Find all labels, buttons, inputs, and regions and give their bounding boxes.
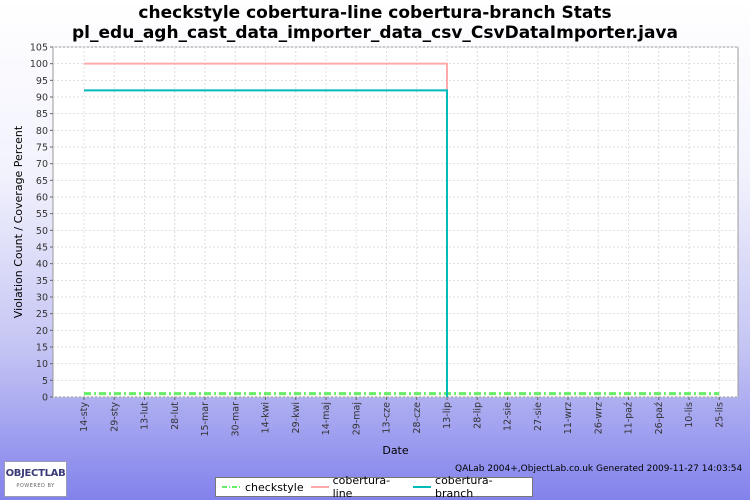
objectlab-logo: OBJECTLAB POWERED BY — [4, 461, 67, 497]
x-tick-label: 14-sty — [79, 402, 90, 432]
logo-tagline: POWERED BY — [16, 483, 55, 489]
x-tick-label: 11-wrz — [563, 402, 574, 434]
legend-item-cobertura-line: cobertura-line — [310, 474, 406, 500]
y-tick-label: 80 — [36, 126, 48, 137]
y-tick-label: 90 — [36, 93, 48, 104]
legend-label-cobertura-line: cobertura-line — [332, 474, 391, 500]
generated-footer: QALab 2004+,ObjectLab.co.uk Generated 20… — [455, 464, 743, 474]
chart-subtitle: pl_edu_agh_cast_data_importer_data_csv_C… — [72, 23, 678, 43]
y-tick-label: 45 — [36, 243, 48, 254]
chart-legend: checkstyle cobertura-line cobertura-bran… — [215, 474, 533, 500]
y-tick-label: 85 — [36, 109, 48, 120]
y-tick-label: 30 — [36, 293, 48, 304]
x-tick-label: 29-sty — [109, 402, 120, 432]
y-axis: 0 5 10 15 20 25 30 35 40 45 50 55 60 65 70 75 80 85 90 95 10… — [30, 43, 53, 404]
x-tick-label: 10-lis — [684, 402, 695, 428]
legend-swatch-cobertura-branch — [413, 486, 432, 488]
x-axis-label: Date — [382, 444, 409, 457]
y-tick-label: 100 — [30, 59, 48, 70]
x-tick-label: 28-lip — [472, 402, 483, 429]
legend-item-checkstyle: checkstyle — [221, 481, 304, 494]
y-tick-label: 55 — [36, 209, 48, 220]
y-tick-label: 10 — [36, 359, 48, 370]
y-tick-label: 70 — [36, 159, 48, 170]
logo-brand: OBJECTLAB — [5, 468, 66, 479]
plot-area — [52, 46, 739, 398]
x-tick-label: 12-sie — [503, 402, 514, 431]
y-tick-label: 20 — [36, 326, 48, 337]
series-line-cobertura-branch — [84, 89, 448, 397]
x-tick-label: 11-paź — [624, 402, 635, 434]
x-tick-label: 15-mar — [200, 402, 211, 437]
y-tick-label: 5 — [42, 376, 48, 387]
y-tick-label: 15 — [36, 343, 48, 354]
x-tick-label: 29-maj — [351, 402, 362, 435]
legend-label-cobertura-branch: cobertura-branch — [435, 474, 493, 500]
legend-item-cobertura-branch: cobertura-branch — [412, 474, 526, 500]
chart-title: checkstyle cobertura-line cobertura-bran… — [138, 3, 612, 23]
y-tick-label: 105 — [30, 43, 48, 54]
x-tick-label: 14-kwi — [261, 402, 272, 433]
x-tick-label: 13-lut — [140, 402, 151, 430]
y-tick-label: 75 — [36, 143, 48, 154]
legend-swatch-cobertura-line — [310, 486, 329, 488]
y-tick-label: 40 — [36, 259, 48, 270]
x-tick-label: 14-maj — [321, 402, 332, 435]
y-tick-label: 50 — [36, 226, 48, 237]
y-tick-label: 95 — [36, 76, 48, 87]
x-tick-label: 13-lip — [442, 402, 453, 429]
legend-swatch-checkstyle — [222, 486, 240, 488]
y-tick-label: 35 — [36, 276, 48, 287]
x-tick-label: 26-wrz — [593, 402, 604, 434]
legend-label-checkstyle: checkstyle — [245, 480, 304, 494]
y-axis-label: Violation Count / Coverage Percent — [12, 125, 25, 318]
x-axis: 14-sty 29-sty 13-lut 28-lut 15-mar 30-mar 14-k… — [79, 397, 725, 437]
y-tick-label: 0 — [42, 393, 48, 404]
x-tick-label: 28-lut — [170, 402, 181, 430]
x-tick-label: 27-sie — [533, 402, 544, 431]
y-tick-label: 65 — [36, 176, 48, 187]
y-tick-label: 60 — [36, 193, 48, 204]
x-tick-label: 29-kwi — [291, 402, 302, 433]
x-tick-label: 26-paź — [654, 402, 665, 434]
x-tick-label: 13-cze — [382, 402, 393, 434]
y-tick-label: 25 — [36, 309, 48, 320]
x-tick-label: 25-lis — [714, 402, 725, 428]
x-tick-label: 28-cze — [412, 402, 423, 434]
series-lines — [84, 62, 720, 397]
x-tick-label: 30-mar — [230, 402, 241, 437]
